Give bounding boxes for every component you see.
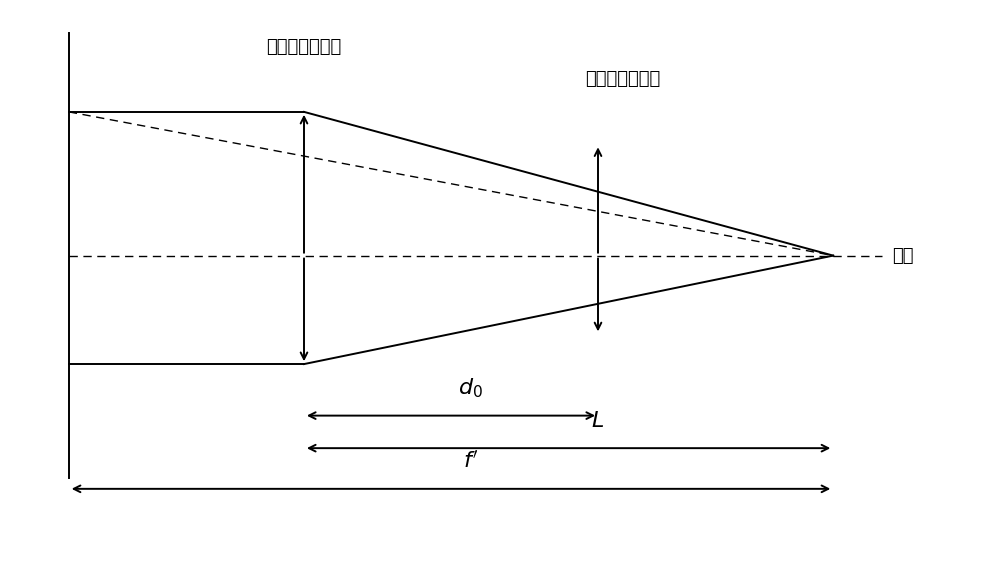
Text: $d_0$: $d_0$ bbox=[458, 377, 483, 400]
Text: 调焦镜（等效）: 调焦镜（等效） bbox=[585, 70, 660, 88]
Text: $f'$: $f'$ bbox=[463, 451, 478, 472]
Text: $L$: $L$ bbox=[591, 411, 605, 431]
Text: 光轴: 光轴 bbox=[892, 246, 914, 264]
Text: 固定组（等效）: 固定组（等效） bbox=[266, 38, 342, 56]
